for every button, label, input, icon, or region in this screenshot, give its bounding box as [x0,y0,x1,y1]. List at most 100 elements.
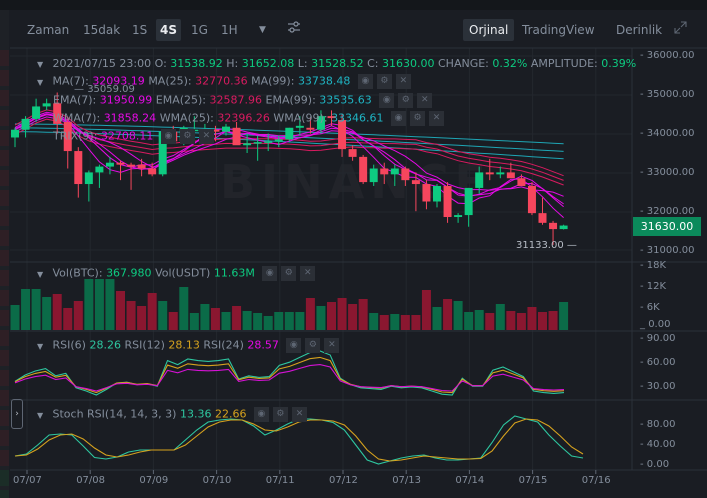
eye-icon[interactable]: ◉ [286,338,302,353]
close-icon[interactable]: ✕ [429,111,445,126]
vol-btc-value: 367.980 [106,266,152,280]
rsi-tick: - 60.00 [640,357,676,368]
current-price-tag: 31630.00 [633,217,701,236]
interval-15dak[interactable]: 15dak [83,23,121,37]
wma7-value: 31858.24 [103,111,157,125]
rsi24-label: RSI(24) [203,338,244,352]
time-tick: 07/10 [202,475,232,486]
vol-tick-value: 0.00 [648,319,671,330]
wma99-label: WMA(99): [273,111,328,125]
stoch-tick: - 40.00 [640,439,676,450]
gear-icon[interactable]: ⚙ [398,93,414,108]
low-value: 31528.52 [311,57,364,70]
interval-1g[interactable]: 1G [191,23,208,37]
gear-icon[interactable]: ⚙ [179,129,195,144]
price-tick: - 32000.00 [640,206,695,217]
gear-icon[interactable]: ⚙ [272,407,288,422]
left-orderbook-strip [0,10,9,498]
wma25-value: 32396.26 [217,111,270,125]
view-derinlik[interactable]: Derinlik [616,23,663,37]
amplitude-label: AMPLITUDE: [530,57,598,70]
gear-icon[interactable]: ⚙ [281,266,297,281]
close-icon[interactable]: ✕ [291,407,307,422]
close-icon[interactable]: ✕ [198,129,214,144]
ma7-label: MA(7): [52,74,89,88]
view-orjinal[interactable]: Orjinal [463,19,515,41]
collapse-caret-icon[interactable]: ▼ [37,269,44,279]
chart-panel [9,10,707,498]
trix-label: TRIX(9): [53,129,98,143]
change-value: 0.32% [492,57,528,70]
rsi-tick: - 30.00 [640,381,676,392]
stoch-tick-value: 40.00 [646,439,676,450]
sliders-icon[interactable] [283,19,305,41]
trix-legend: TRIX(9): 32708.11 ◉ ⚙ ✕ [53,129,214,144]
vol-tick: _ 0.00 [640,319,671,330]
vol-tick: - 12K [640,281,667,292]
time-label[interactable]: Zaman [27,23,70,37]
gear-icon[interactable]: ⚙ [410,111,426,126]
ema7-value: 31950.99 [99,93,153,107]
vol-btc-label: Vol(BTC): [52,266,103,280]
stoch-tick-value: 0.00 [646,459,670,470]
caret-down-icon[interactable]: ▼ [259,25,266,35]
price-tick: - 36000.00 [640,50,695,61]
price-tick: - 34000.00 [640,128,695,139]
price-tick-value: 34000.00 [646,128,695,139]
time-tick: 07/13 [392,475,422,486]
time-tick: 07/12 [329,475,358,486]
top-border [0,0,707,10]
stoch-tick: - 80.00 [640,419,676,430]
ma-legend: ▼ MA(7): 32093.19 MA(25): 32770.36 MA(99… [37,74,411,90]
high-marker: — 35059.09 [74,84,135,95]
price-tick-value: 36000.00 [646,50,695,61]
collapse-caret-icon[interactable]: ▼ [37,410,44,420]
ma99-value: 33738.48 [297,74,351,88]
gear-icon[interactable]: ⚙ [305,338,321,353]
expand-panel-button[interactable]: › [11,399,23,429]
amplitude-value: 0.39% [601,57,637,70]
eye-icon[interactable]: ◉ [379,93,395,108]
rsi24-value: 28.57 [247,338,279,352]
eye-icon[interactable]: ◉ [160,129,176,144]
stoch-legend: ▼ Stoch RSI(14, 14, 3, 3) 13.36 22.66 ◉ ⚙… [37,407,307,423]
price-tick-value: 31000.00 [646,245,695,256]
candle-datetime: 2021/07/15 23:00 [52,57,152,70]
interval-1h[interactable]: 1H [221,23,238,37]
change-label: CHANGE: [438,57,489,70]
eye-icon[interactable]: ◉ [357,74,373,89]
close-value: 31630.00 [382,57,435,70]
gear-icon[interactable]: ⚙ [376,74,392,89]
collapse-caret-icon[interactable]: ▼ [37,60,44,69]
rsi-tick-value: 60.00 [646,357,676,368]
time-tick: 07/16 [581,475,611,486]
view-tradingview[interactable]: TradingView [522,23,595,37]
price-tick-value: 35000.00 [646,89,695,100]
open-label: O: [154,57,167,70]
collapse-caret-icon[interactable]: ▼ [37,77,44,87]
collapse-caret-icon[interactable]: ▼ [37,341,44,351]
close-icon[interactable]: ✕ [395,74,411,89]
close-label: C: [367,57,379,70]
stoch-tick: - 0.00 [640,459,670,470]
eye-icon[interactable]: ◉ [253,407,269,422]
vol-usdt-label: Vol(USDT) [155,266,211,280]
low-marker-value: 31133.00 [516,240,564,251]
ema25-label: EMA(25): [155,93,207,107]
wma99-value: 33346.61 [331,111,384,125]
rsi6-label: RSI(6) [52,338,86,352]
eye-icon[interactable]: ◉ [391,111,407,126]
ema99-label: EMA(99): [265,93,316,107]
rsi12-label: RSI(12) [124,338,165,352]
close-icon[interactable]: ✕ [417,93,433,108]
close-icon[interactable]: ✕ [300,266,316,281]
close-icon[interactable]: ✕ [324,338,340,353]
interval-4s[interactable]: 4S [156,19,181,41]
eye-icon[interactable]: ◉ [262,266,278,281]
interval-1s[interactable]: 1S [132,23,148,37]
vol-tick-value: 18K [646,260,667,271]
ema99-value: 33535.63 [319,93,372,107]
vol-tick-value: 12K [646,281,667,292]
expand-icon[interactable] [668,19,693,41]
